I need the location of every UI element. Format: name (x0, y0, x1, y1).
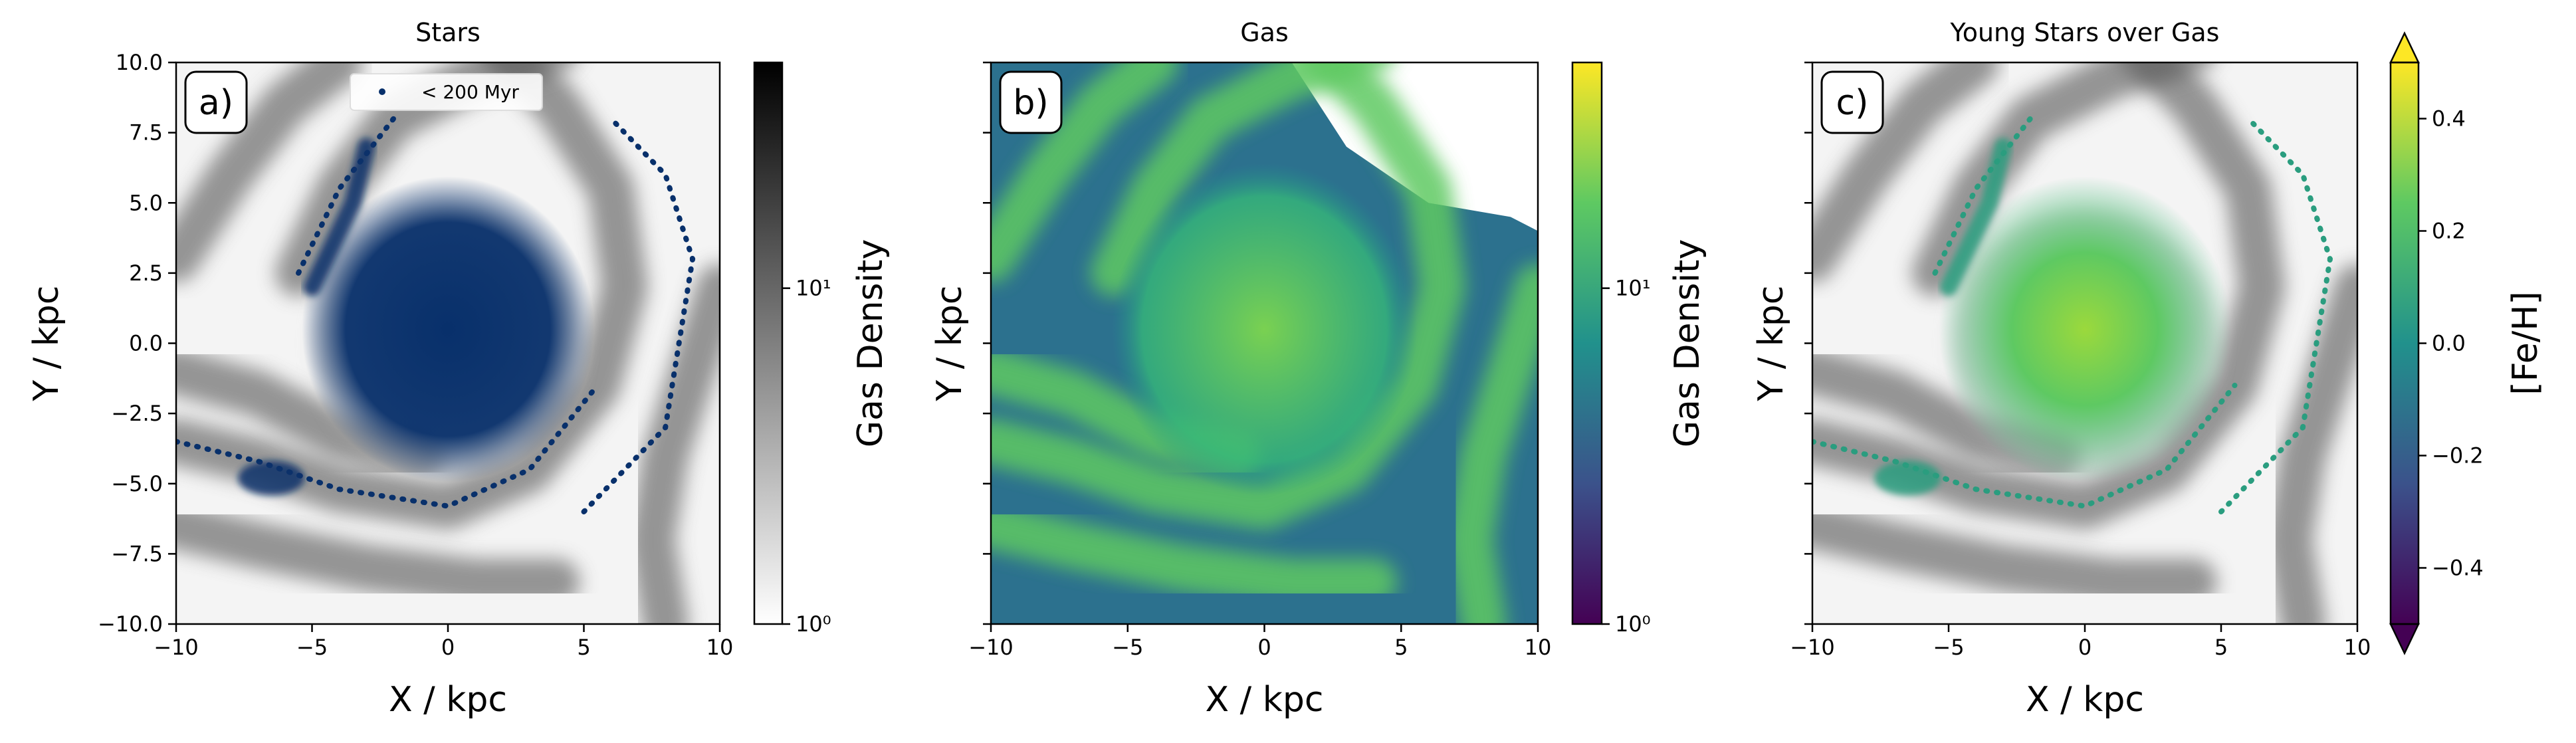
colorbar (1572, 62, 1602, 624)
colorbar-label: Gas Density (1667, 239, 1707, 447)
star-arm (1932, 116, 2033, 276)
colorbar-tick-label: −0.4 (2432, 556, 2484, 581)
y-axis-label: Y / kpc (930, 285, 970, 401)
colorbar-tick-label: 0.0 (2432, 331, 2466, 356)
x-tick-label: −10 (154, 635, 199, 660)
legend-label: < 200 Myr (421, 81, 519, 103)
x-axis-label: X / kpc (389, 680, 507, 720)
colorbar (754, 62, 782, 624)
x-tick-label: 0 (441, 635, 455, 660)
y-axis-label: Y / kpc (1751, 285, 1791, 401)
colorbar-tick-label: 10⁰ (1615, 611, 1651, 637)
colorbar-label: [Fe/H] (2506, 291, 2545, 395)
y-tick-label: −5.0 (111, 471, 163, 496)
x-tick-label: −10 (968, 635, 1014, 660)
arm (991, 502, 1398, 605)
arm (1812, 62, 1999, 282)
y-tick-label: −10.0 (98, 611, 163, 637)
arm (1091, 62, 1392, 296)
y-axis-label: Y / kpc (27, 285, 66, 401)
colorbar-tick-label: 10¹ (1615, 276, 1651, 301)
panel-label-box (999, 70, 1063, 134)
x-tick-label: −5 (1112, 635, 1143, 660)
x-tick-label: 5 (1394, 635, 1408, 660)
y-tick-label: 0.0 (129, 331, 163, 356)
panel-label-box (184, 70, 248, 134)
star-arm (1812, 382, 2238, 509)
colorbar-tick-label: 10⁰ (796, 611, 831, 637)
panel: −10 −5 0 5 10 Gas X / kpc Y / kpc b) 10⁰ 10¹ Gas De… (930, 18, 1707, 720)
arm (176, 62, 363, 282)
chart-title: Stars (415, 18, 481, 47)
colorbar-tick-label: −0.2 (2432, 443, 2484, 469)
y-tick-label: 2.5 (129, 261, 163, 286)
y-tick-label: 10.0 (116, 50, 163, 75)
colorbar-tick-label: 0.4 (2432, 106, 2466, 132)
arm (991, 62, 1178, 282)
panel-label: c) (1836, 83, 1869, 123)
x-tick-label: 5 (577, 635, 590, 660)
colorbar-extend-top (2389, 31, 2420, 64)
colorbar-label: Gas Density (851, 239, 891, 447)
arm (2266, 264, 2357, 624)
x-tick-label: 5 (2214, 635, 2228, 660)
star-clump (238, 461, 305, 496)
legend-marker (379, 88, 385, 95)
panel: −10 −5 0 5 10 −10.0 −7.5 −5.0 −2.5 0.0 2.5 5.0 7.5 10… (27, 18, 891, 720)
star-clump (1874, 461, 1941, 496)
y-tick-label: −2.5 (111, 401, 163, 426)
y-tick-label: −7.5 (111, 541, 163, 566)
panel-label: a) (199, 83, 233, 123)
colorbar-tick-label: 10¹ (796, 276, 831, 301)
y-tick-label: 5.0 (129, 190, 163, 215)
density-image (1812, 62, 2357, 624)
x-tick-label: 0 (1257, 635, 1271, 660)
x-axis-label: X / kpc (2026, 680, 2144, 720)
y-tick-label: 7.5 (129, 120, 163, 146)
star-core (302, 176, 594, 482)
arm (628, 264, 720, 624)
chart-title: Gas (1240, 18, 1289, 47)
chart-title: Young Stars over Gas (1950, 18, 2220, 47)
density-image (176, 62, 720, 624)
colorbar-extend-bottom (2389, 623, 2420, 655)
x-tick-label: −5 (1933, 635, 1964, 660)
arm (176, 502, 580, 605)
star-arm (2218, 116, 2333, 514)
legend-box (350, 73, 543, 111)
x-tick-label: 10 (1525, 635, 1552, 660)
x-axis-label: X / kpc (1206, 680, 1324, 720)
colorbar (2391, 62, 2418, 624)
star-bar (1940, 138, 2012, 296)
panel-label: b) (1013, 83, 1048, 123)
x-tick-label: 0 (2078, 635, 2092, 660)
x-tick-label: −5 (296, 635, 328, 660)
star-arm (296, 116, 397, 276)
panel-label-box (1820, 70, 1884, 134)
density-image (991, 62, 1538, 624)
arm (1812, 502, 2217, 605)
arm (1446, 264, 1538, 624)
disk (1111, 163, 1418, 496)
star-core (1939, 176, 2231, 482)
star-arm (581, 116, 696, 514)
panel: −10 −5 0 5 10 Young Stars over Gas X / kpc Y / … (1751, 18, 2545, 720)
colorbar-tick-label: 0.2 (2432, 219, 2466, 244)
colorbar-frame (1571, 61, 1603, 625)
star-arm (176, 382, 600, 509)
colorbar-frame (753, 61, 784, 625)
star-bar (303, 138, 376, 296)
x-tick-label: 10 (706, 635, 734, 660)
x-tick-label: −10 (1790, 635, 1835, 660)
x-tick-label: 10 (2344, 635, 2371, 660)
